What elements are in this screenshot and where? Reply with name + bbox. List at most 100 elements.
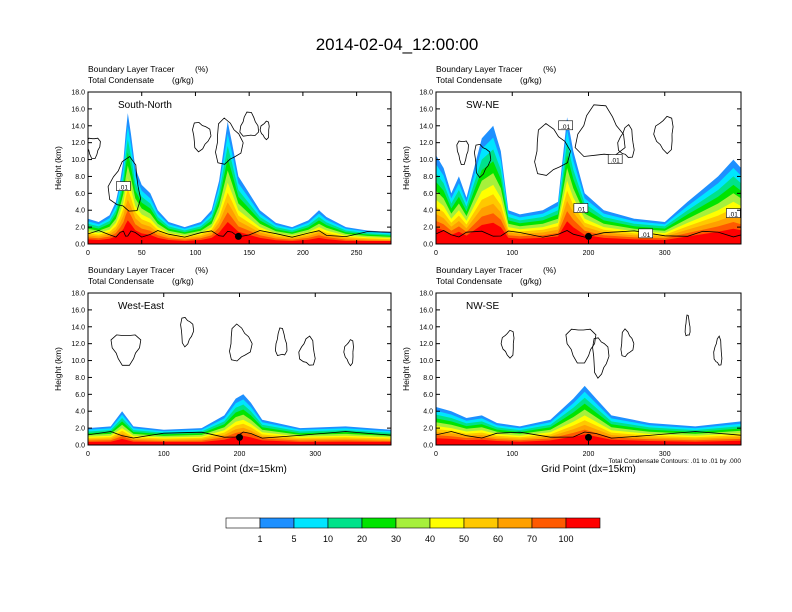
- x-tick-label: 100: [506, 250, 518, 257]
- panel-name: South-North: [118, 100, 172, 111]
- y-tick-label: 10.0: [419, 157, 433, 164]
- y-tick-label: 8.0: [423, 375, 433, 382]
- y-tick-label: 16.0: [419, 106, 433, 113]
- y-tick-label: 0.0: [75, 443, 85, 450]
- colorbar-swatch: [497, 517, 533, 529]
- y-tick-label: 6.0: [423, 191, 433, 198]
- x-tick-label: 150: [243, 250, 255, 257]
- y-tick-label: 10.0: [419, 358, 433, 365]
- panel-header-units: (%): [195, 265, 208, 275]
- contour-label: .01: [561, 124, 570, 131]
- x-tick-label: 200: [234, 451, 246, 458]
- tracer-band-7: [88, 189, 391, 244]
- panel-header-units: (%): [543, 265, 556, 275]
- condensate-contour: [215, 117, 244, 165]
- y-tick-label: 16.0: [419, 307, 433, 314]
- location-marker: [585, 232, 592, 240]
- contour-label-box: [607, 154, 623, 164]
- condensate-contour: [653, 115, 674, 155]
- y-axis-label: Height (km): [401, 347, 411, 391]
- y-axis-label: Height (km): [401, 146, 411, 190]
- condensate-contour: [88, 137, 101, 159]
- tracer-band-7: [436, 190, 741, 244]
- panel-header-units: (g/kg): [172, 276, 194, 286]
- x-tick-label: 300: [659, 250, 671, 257]
- y-tick-label: 14.0: [419, 123, 433, 130]
- tracer-band-3: [436, 142, 741, 244]
- contour-label-box: [116, 181, 131, 191]
- panel-header-variable: Boundary Layer Tracer: [436, 64, 523, 74]
- panel-header-variable: Total Condensate: [88, 75, 154, 85]
- tracer-band-6: [88, 178, 391, 244]
- contour-footnote: Total Condensate Contours: .01 to .01 by…: [608, 458, 741, 465]
- x-axis-label: Grid Point (dx=15km): [192, 464, 287, 475]
- y-axis-label: Height (km): [53, 146, 63, 190]
- colorbar-swatch: [429, 517, 465, 529]
- tracer-band-5: [436, 168, 741, 244]
- colorbar-swatch: [259, 517, 295, 529]
- colorbar-swatch: [531, 517, 567, 529]
- y-tick-label: 2.0: [75, 426, 85, 433]
- y-tick-label: 18.0: [419, 90, 433, 97]
- colorbar-swatch: [361, 517, 397, 529]
- y-tick-label: 12.0: [419, 140, 433, 147]
- condensate-contour-low: [436, 431, 741, 439]
- panel-header-units: (g/kg): [520, 75, 542, 85]
- contour-label: .01: [641, 232, 650, 239]
- colorbar-swatch: [463, 517, 499, 529]
- panel-header-variable: Boundary Layer Tracer: [88, 64, 175, 74]
- colorbar: 1 5 10 20 30 40 50 60 70 100: [225, 517, 601, 544]
- y-tick-label: 8.0: [75, 174, 85, 181]
- panel-nw-se: 0 100 200 300 0.0 2.0 4.0 6.0 8.0 10.0 12.0 14.0 16.…: [401, 265, 742, 475]
- y-tick-label: 12.0: [71, 341, 85, 348]
- y-tick-label: 18.0: [419, 291, 433, 298]
- colorbar-swatch: [225, 517, 261, 529]
- panel-header-variable: Boundary Layer Tracer: [436, 265, 523, 275]
- panel-name: West-East: [118, 301, 164, 312]
- condensate-contour: [107, 155, 142, 212]
- condensate-contour: [684, 314, 691, 337]
- condensate-contour: [110, 334, 142, 366]
- tracer-band-9: [88, 210, 391, 244]
- plot-area: [436, 314, 741, 445]
- colorbar-swatch: [565, 517, 601, 529]
- colorbar-label: 40: [425, 534, 435, 544]
- colorbar-label: 1: [257, 534, 262, 544]
- location-marker: [234, 232, 242, 240]
- colorbar-label: 100: [558, 534, 573, 544]
- contour-label: .01: [119, 185, 128, 192]
- y-tick-label: 8.0: [423, 174, 433, 181]
- x-tick-label: 0: [86, 250, 90, 257]
- condensate-contour: [574, 104, 626, 157]
- condensate-contour: [500, 329, 515, 359]
- condensate-contour-low: [88, 431, 391, 439]
- x-tick-label: 200: [583, 250, 595, 257]
- plot-area: [88, 317, 391, 445]
- tracer-band-10: [436, 221, 741, 244]
- x-tick-label: 200: [297, 250, 309, 257]
- y-tick-label: 6.0: [75, 191, 85, 198]
- plot-frame: [87, 91, 392, 245]
- y-tick-label: 10.0: [71, 157, 85, 164]
- condensate-contour: [259, 120, 270, 141]
- tracer-band-10: [88, 220, 391, 244]
- contour-label: .01: [576, 207, 585, 214]
- x-tick-label: 250: [351, 250, 363, 257]
- y-tick-label: 14.0: [71, 324, 85, 331]
- condensate-contour: [298, 335, 316, 366]
- condensate-contour: [713, 335, 723, 366]
- condensate-contour: [592, 337, 610, 379]
- panel-header-units: (%): [543, 64, 556, 74]
- x-tick-label: 200: [583, 451, 595, 458]
- x-axis-label: Grid Point (dx=15km): [541, 464, 636, 475]
- y-tick-label: 4.0: [75, 208, 85, 215]
- x-tick-label: 100: [506, 451, 518, 458]
- x-tick-label: 100: [158, 451, 170, 458]
- location-marker: [585, 433, 592, 441]
- x-tick-label: 300: [659, 451, 671, 458]
- condensate-contour: [239, 111, 260, 137]
- tracer-band-8: [88, 199, 391, 244]
- tracer-band-5: [88, 165, 391, 244]
- condensate-contour: [565, 328, 597, 364]
